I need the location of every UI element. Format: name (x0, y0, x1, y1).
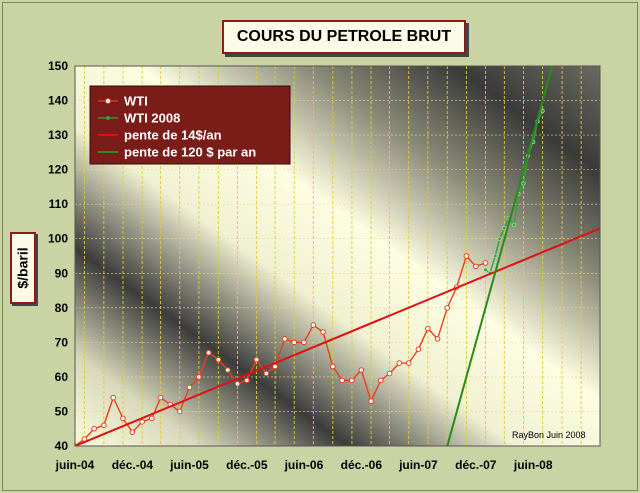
legend-label-3: pente de 120 $ par an (124, 145, 256, 160)
chart-title-box: COURS DU PETROLE BRUT (222, 20, 466, 54)
data-point-wti (149, 415, 155, 422)
y-tick-label: 70 (55, 335, 69, 349)
data-point-wti (120, 415, 126, 422)
x-tick-label: déc.-06 (341, 458, 383, 472)
credit-annotation: RayBon Juin 2008 (512, 430, 586, 440)
data-point-wti (386, 370, 393, 377)
y-tick-label: 130 (48, 128, 68, 142)
data-point-wti (320, 329, 326, 335)
y-tick-labels: 40 50 60 70 80 90 100 110 120 130 140 150 (48, 59, 68, 453)
data-point-wti-2008 (497, 236, 502, 241)
x-tick-label: juin-06 (284, 458, 324, 472)
data-point-wti (157, 394, 164, 401)
x-tick-label: déc.-04 (112, 458, 154, 472)
data-point-wti (415, 346, 422, 353)
legend-label-2: pente de 14$/an (124, 128, 222, 143)
data-point-wti (434, 336, 441, 342)
x-tick-label: déc.-07 (455, 458, 497, 472)
x-tick-labels: juin-04 déc.-04 juin-05 déc.-05 juin-06 déc.-… (55, 458, 553, 472)
legend-label-0: WTI (124, 94, 148, 109)
data-point-wti (310, 322, 317, 328)
data-point-wti (282, 336, 288, 342)
data-point-wti-2008 (483, 267, 488, 272)
data-point-wti (358, 367, 365, 373)
data-point-wti (176, 408, 183, 415)
y-tick-label: 80 (55, 301, 69, 315)
data-point-wti-2008 (493, 253, 498, 259)
data-point-wti (463, 253, 470, 259)
data-point-wti-2008 (521, 181, 526, 186)
y-tick-label: 140 (48, 94, 68, 108)
series-line-2 (75, 227, 600, 446)
data-point-wti (349, 377, 355, 384)
data-point-wti (444, 305, 451, 311)
y-axis-label-box: $/baril (10, 232, 36, 304)
data-point-wti (224, 367, 231, 373)
data-point-wti (215, 356, 222, 363)
data-point-wti (263, 370, 270, 377)
data-point-wti (329, 363, 336, 370)
legend-marker-1 (106, 116, 110, 120)
y-tick-label: 120 (48, 163, 68, 177)
data-point-wti (110, 394, 117, 401)
data-point-wti (405, 360, 412, 366)
x-tick-label: juin-05 (169, 458, 209, 472)
data-point-wti (253, 356, 260, 363)
y-tick-label: 40 (55, 439, 69, 453)
chart-title: COURS DU PETROLE BRUT (236, 28, 452, 45)
data-point-wti (301, 339, 307, 346)
data-point-wti (205, 349, 212, 356)
y-tick-label: 60 (55, 370, 69, 384)
y-tick-label: 90 (55, 266, 69, 280)
legend-label-1: WTI 2008 (124, 111, 180, 126)
data-point-wti (101, 422, 107, 429)
y-tick-label: 150 (48, 59, 68, 73)
x-tick-label: juin-08 (513, 458, 553, 472)
data-point-wti (396, 360, 403, 366)
data-point-wti (186, 384, 193, 391)
data-point-wti (368, 398, 374, 404)
data-point-wti (91, 425, 97, 432)
y-tick-label: 100 (48, 232, 68, 246)
data-point-wti (244, 377, 250, 384)
data-point-wti (196, 374, 202, 380)
data-point-wti (234, 381, 241, 387)
data-point-wti (482, 260, 489, 266)
data-point-wti (473, 263, 479, 270)
series-line-3 (446, 66, 554, 446)
legend-box (89, 85, 291, 165)
legend: WTI WTI 2008 pente de 14$/an pente de 120 $… (89, 85, 291, 165)
data-point-wti-2008 (540, 108, 545, 113)
data-point-wti (425, 325, 431, 332)
data-point-wti (129, 429, 136, 435)
x-tick-label: juin-04 (55, 458, 95, 472)
plot-border (74, 65, 601, 447)
y-tick-label: 110 (49, 197, 69, 211)
legend-marker-0 (105, 98, 111, 104)
x-tick-label: déc.-05 (226, 458, 268, 472)
data-point-wti (272, 363, 278, 370)
data-point-wti-2008 (502, 226, 507, 231)
series-layer (75, 66, 600, 446)
x-tick-label: juin-07 (398, 458, 438, 472)
data-point-wti (339, 377, 346, 384)
data-point-wti (377, 377, 384, 384)
data-point-wti (139, 419, 145, 425)
data-point-wti (291, 339, 298, 346)
data-point-wti-2008 (512, 222, 517, 227)
y-tick-label: 50 (55, 404, 69, 418)
